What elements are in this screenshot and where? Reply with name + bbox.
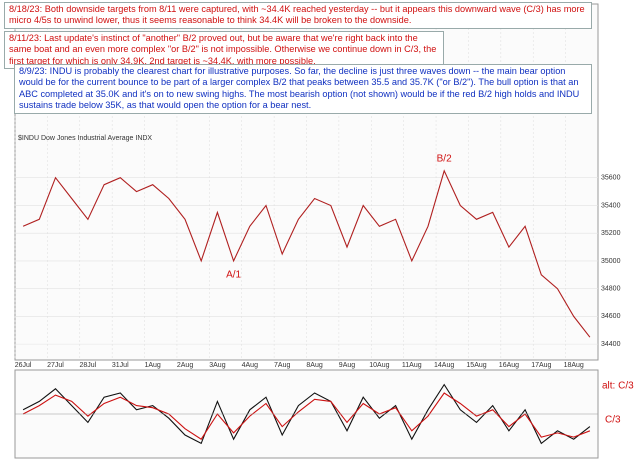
y-tick-label: 34600 — [601, 313, 621, 320]
x-tick-label: 7Aug — [274, 362, 290, 369]
note-3: 8/9/23: INDU is probably the clearest ch… — [14, 64, 592, 114]
wave-label: B/2 — [437, 153, 452, 164]
wave-label: A/1 — [226, 270, 241, 281]
price-line — [22, 169, 591, 338]
x-tick-label: 2Aug — [177, 362, 193, 369]
x-tick-label: 15Aug — [466, 362, 486, 369]
x-tick-label: 16Aug — [499, 362, 519, 369]
x-tick-label: 18Aug — [564, 362, 584, 369]
y-tick-label: 35400 — [601, 202, 621, 209]
x-tick-label: 28Jul — [80, 362, 97, 369]
x-tick-label: 1Aug — [144, 362, 160, 369]
note-1: 8/18/23: Both downside targets from 8/11… — [4, 2, 592, 29]
x-tick-label: 26Jul — [15, 362, 32, 369]
x-tick-label: 8Aug — [306, 362, 322, 369]
price-line — [22, 383, 591, 445]
wave-label: C/3 — [605, 415, 621, 426]
note-2: 8/11/23: Last update's instinct of "anot… — [4, 31, 444, 70]
y-tick-label: 35000 — [601, 258, 621, 265]
x-tick-label: 17Aug — [531, 362, 551, 369]
y-tick-label: 34800 — [601, 286, 621, 293]
y-tick-label: 35600 — [601, 175, 621, 182]
x-tick-label: 27Jul — [47, 362, 64, 369]
x-tick-label: 4Aug — [242, 362, 258, 369]
x-tick-label: 11Aug — [402, 362, 422, 369]
x-tick-label: 14Aug — [434, 362, 454, 369]
x-tick-label: 10Aug — [369, 362, 389, 369]
chart-title: $INDU Dow Jones Industrial Average INDX — [18, 135, 152, 142]
x-tick-label: 31Jul — [112, 362, 129, 369]
x-tick-label: 9Aug — [339, 362, 355, 369]
y-tick-label: 35200 — [601, 230, 621, 237]
wave-label: alt: C/3 — [602, 381, 634, 392]
price-line — [22, 392, 591, 440]
x-tick-label: 3Aug — [209, 362, 225, 369]
y-tick-label: 34400 — [601, 341, 621, 348]
